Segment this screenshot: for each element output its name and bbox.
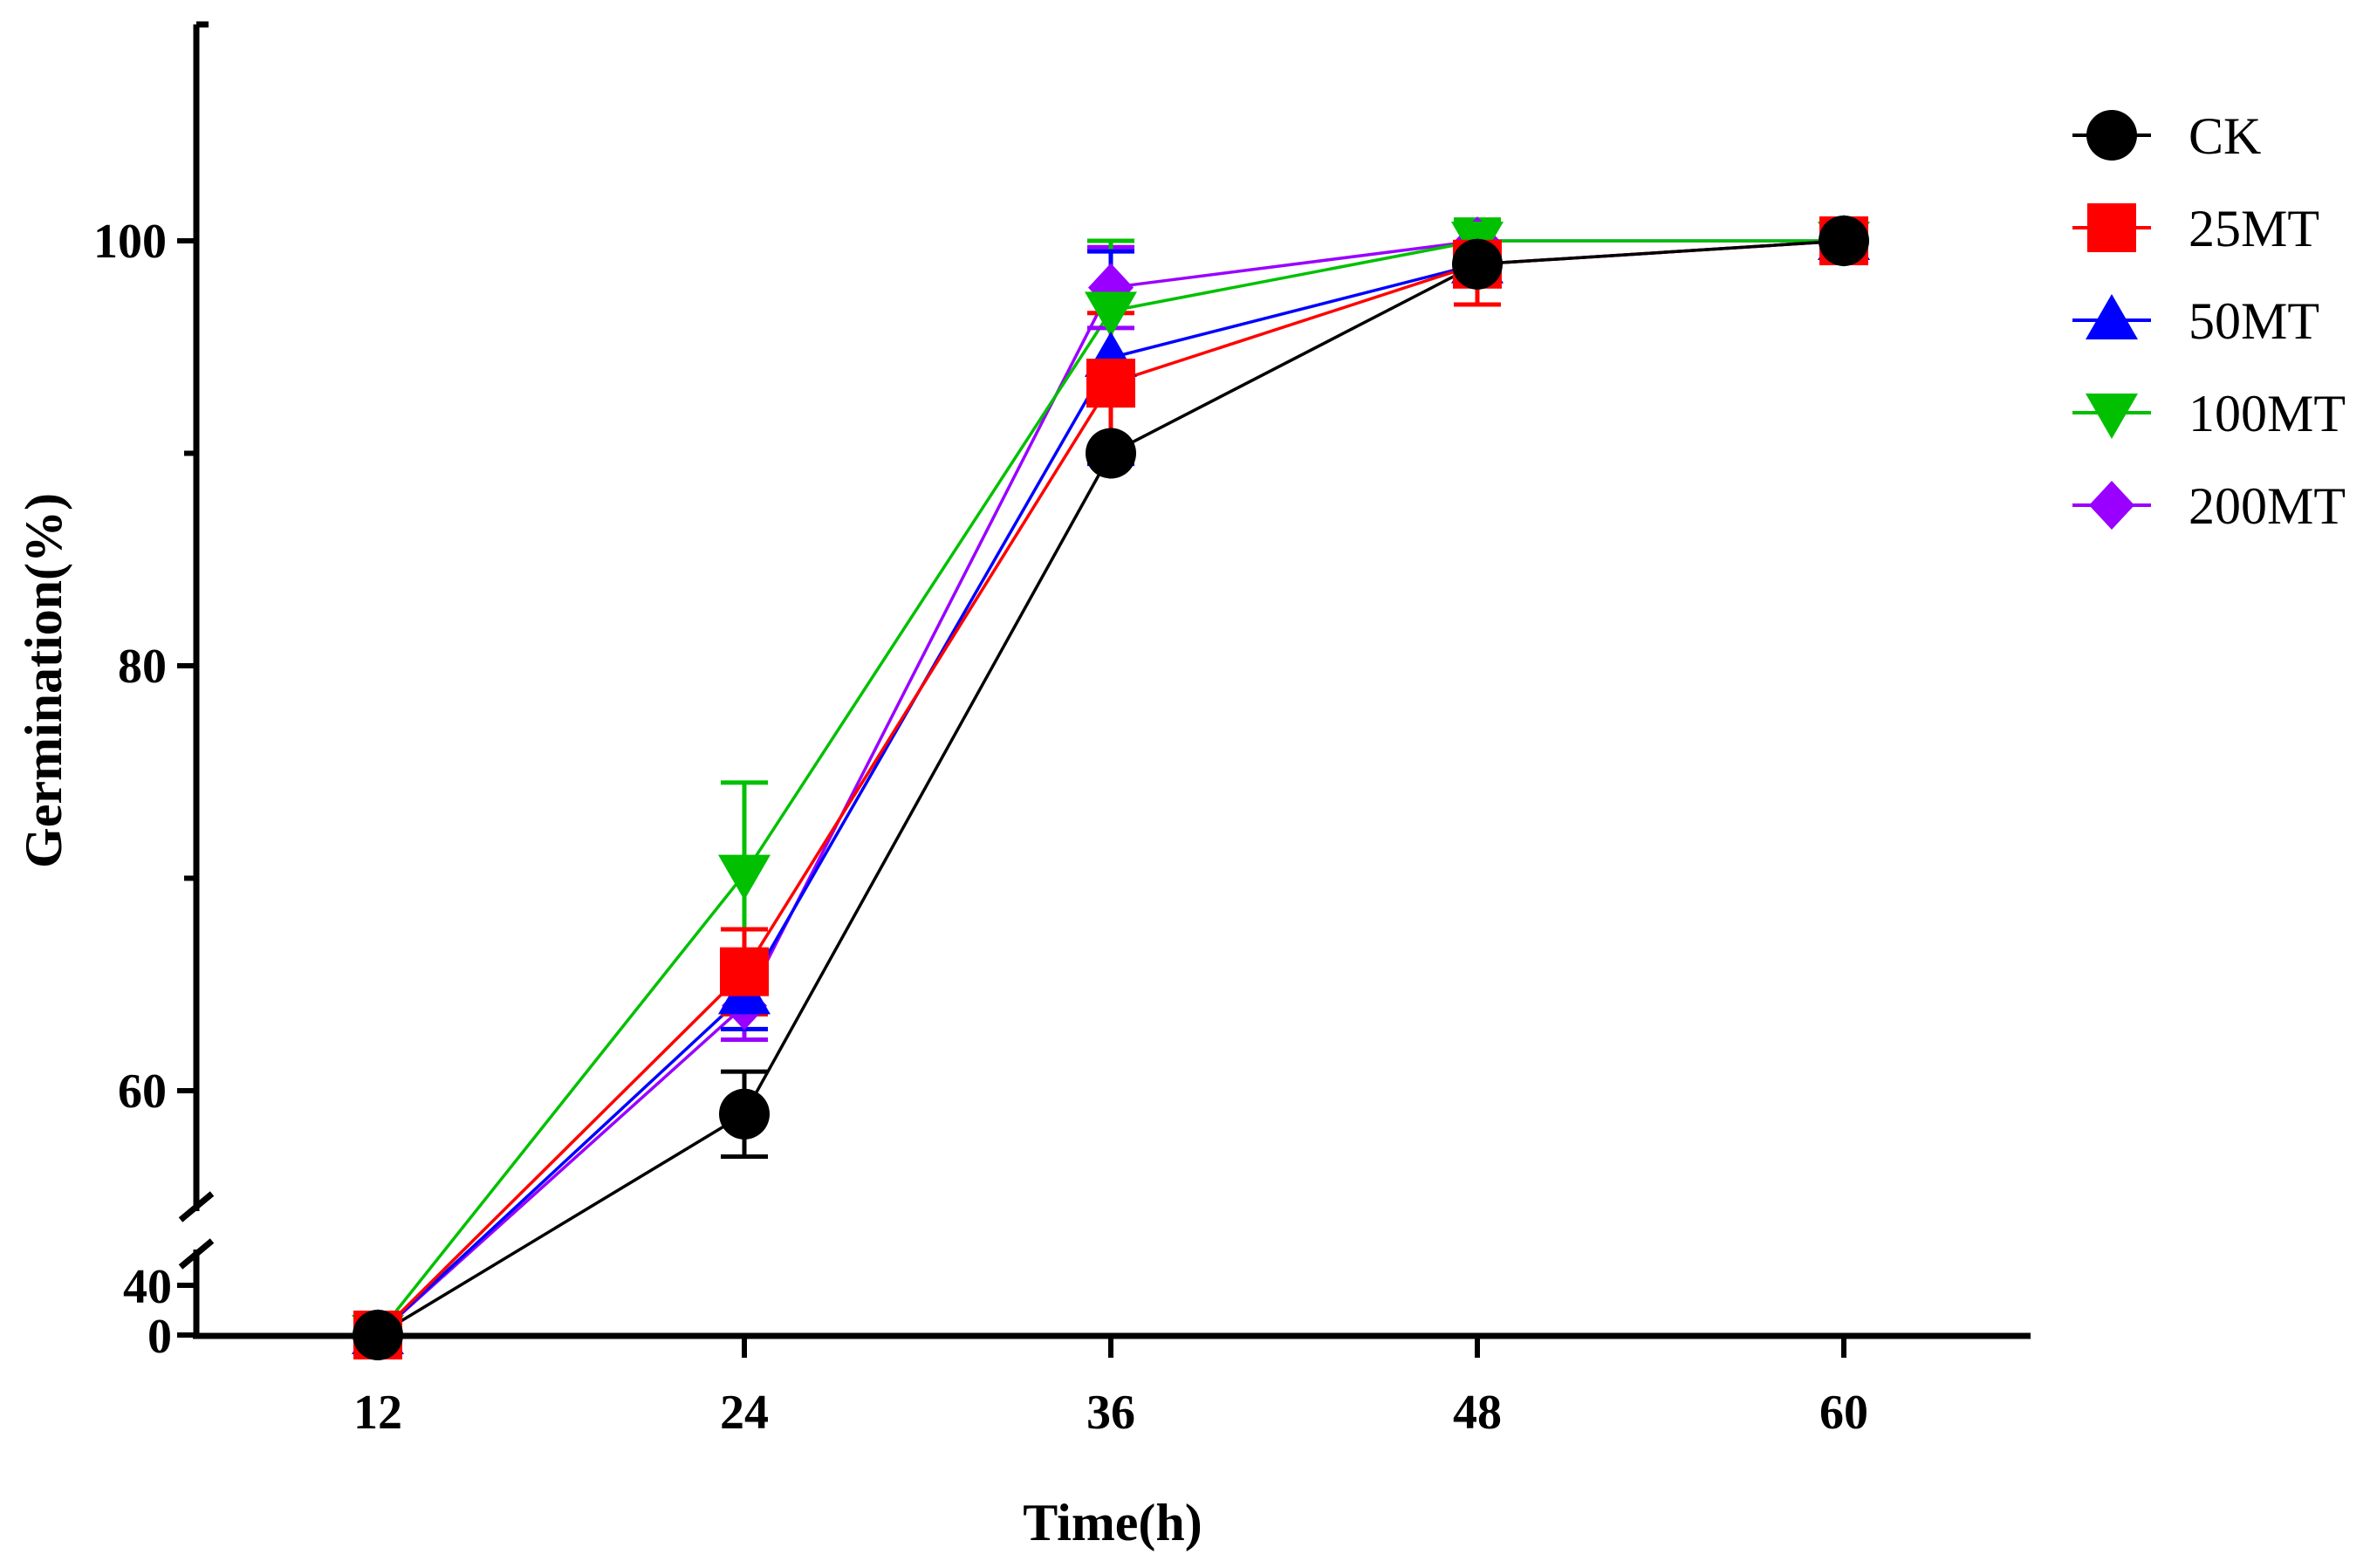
legend-label: CK: [2189, 107, 2261, 165]
legend-item-ck: CK: [2072, 107, 2261, 165]
x-tick-label: 48: [1453, 1386, 1502, 1440]
y-tick-label: 60: [118, 1065, 167, 1119]
x-tick-label: 36: [1086, 1386, 1135, 1440]
legend-marker: [2086, 294, 2138, 339]
y-tick-label: 80: [118, 640, 167, 694]
y-tick-label: 0: [147, 1310, 172, 1364]
legend-label: 200MT: [2189, 477, 2346, 535]
y-tick-label: 100: [93, 215, 167, 269]
y-tick-label: 40: [123, 1260, 172, 1314]
legend-item-50mt: 50MT: [2072, 292, 2319, 350]
point-100mt: [1085, 291, 1137, 338]
point-ck: [719, 1088, 770, 1140]
point-100mt: [718, 854, 771, 900]
x-tick-label: 12: [353, 1386, 402, 1440]
legend-marker: [2086, 394, 2138, 439]
axis-break-mark: [178, 1191, 215, 1222]
legend-item-200mt: 200MT: [2072, 477, 2346, 535]
point-ck: [1819, 216, 1869, 266]
legend-marker: [2086, 110, 2137, 161]
point-25mt: [720, 947, 769, 996]
x-tick-label: 60: [1819, 1386, 1868, 1440]
legend-item-25mt: 25MT: [2072, 200, 2319, 257]
x-axis-title: Time(h): [1023, 1494, 1202, 1551]
point-ck: [1452, 238, 1503, 290]
series-markers: [352, 215, 1870, 1360]
legend-marker: [2089, 481, 2134, 530]
legend-label: 25MT: [2189, 200, 2319, 257]
legend-label: 100MT: [2189, 385, 2346, 442]
y-axis-title: Germination(%): [15, 493, 72, 868]
legend: CK 25MT 50MT 100MT 200MT: [2072, 107, 2346, 535]
point-25mt: [1086, 359, 1135, 408]
legend-label: 50MT: [2189, 292, 2319, 350]
legend-item-100mt: 100MT: [2072, 385, 2346, 442]
axis-break-mark: [178, 1238, 215, 1270]
legend-marker: [2087, 203, 2136, 252]
point-ck: [1086, 428, 1136, 479]
axes: 60 80 100 040 12 24 36 48 60: [93, 21, 2031, 1440]
x-tick-label: 24: [720, 1386, 769, 1440]
